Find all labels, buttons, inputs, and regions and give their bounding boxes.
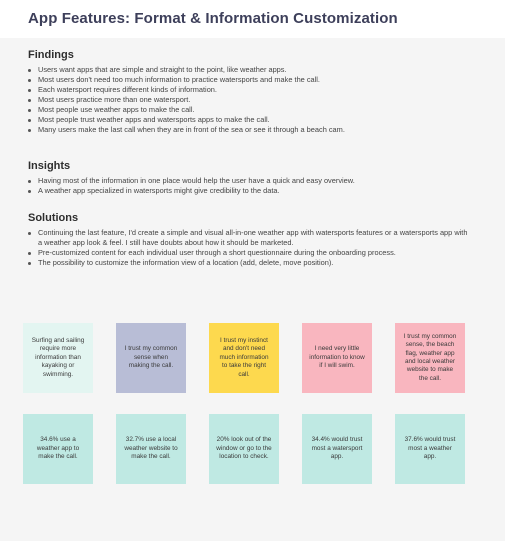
sticky-note: I trust my common sense, the beach flag,… xyxy=(395,323,465,393)
sticky-note: 34.6% use a weather app to make the call… xyxy=(23,414,93,484)
list-item: Continuing the last feature, I'd create … xyxy=(28,228,468,248)
insights-list: Having most of the information in one pl… xyxy=(28,176,468,196)
sticky-note: Surfing and sailing require more informa… xyxy=(23,323,93,393)
findings-list: Users want apps that are simple and stra… xyxy=(28,65,468,135)
findings-heading: Findings xyxy=(28,49,74,61)
list-item: Most users don't need too much informati… xyxy=(28,75,468,85)
sticky-note: 32.7% use a local weather website to mak… xyxy=(116,414,186,484)
list-item: Each watersport requires different kinds… xyxy=(28,85,468,95)
list-item: Pre-customized content for each individu… xyxy=(28,248,468,258)
solutions-heading: Solutions xyxy=(28,212,79,224)
list-item: Most users practice more than one waters… xyxy=(28,95,468,105)
solutions-list: Continuing the last feature, I'd create … xyxy=(28,228,468,268)
list-item: The possibility to customize the informa… xyxy=(28,258,468,268)
sticky-note: 37.6% would trust most a weather app. xyxy=(395,414,465,484)
sticky-note: I need very little information to know i… xyxy=(302,323,372,393)
list-item: Users want apps that are simple and stra… xyxy=(28,65,468,75)
sticky-note: I trust my instinct and don't need much … xyxy=(209,323,279,393)
list-item: Most people trust weather apps and water… xyxy=(28,115,468,125)
list-item: Having most of the information in one pl… xyxy=(28,176,468,186)
sticky-note: I trust my common sense when making the … xyxy=(116,323,186,393)
list-item: Many users make the last call when they … xyxy=(28,125,468,135)
list-item: Most people use weather apps to make the… xyxy=(28,105,468,115)
insights-heading: Insights xyxy=(28,160,71,172)
page-title: App Features: Format & Information Custo… xyxy=(28,10,398,27)
sticky-note: 34.4% would trust most a watersport app. xyxy=(302,414,372,484)
sticky-note: 20% look out of the window or go to the … xyxy=(209,414,279,484)
list-item: A weather app specialized in watersports… xyxy=(28,186,468,196)
header-bar: App Features: Format & Information Custo… xyxy=(0,0,505,38)
